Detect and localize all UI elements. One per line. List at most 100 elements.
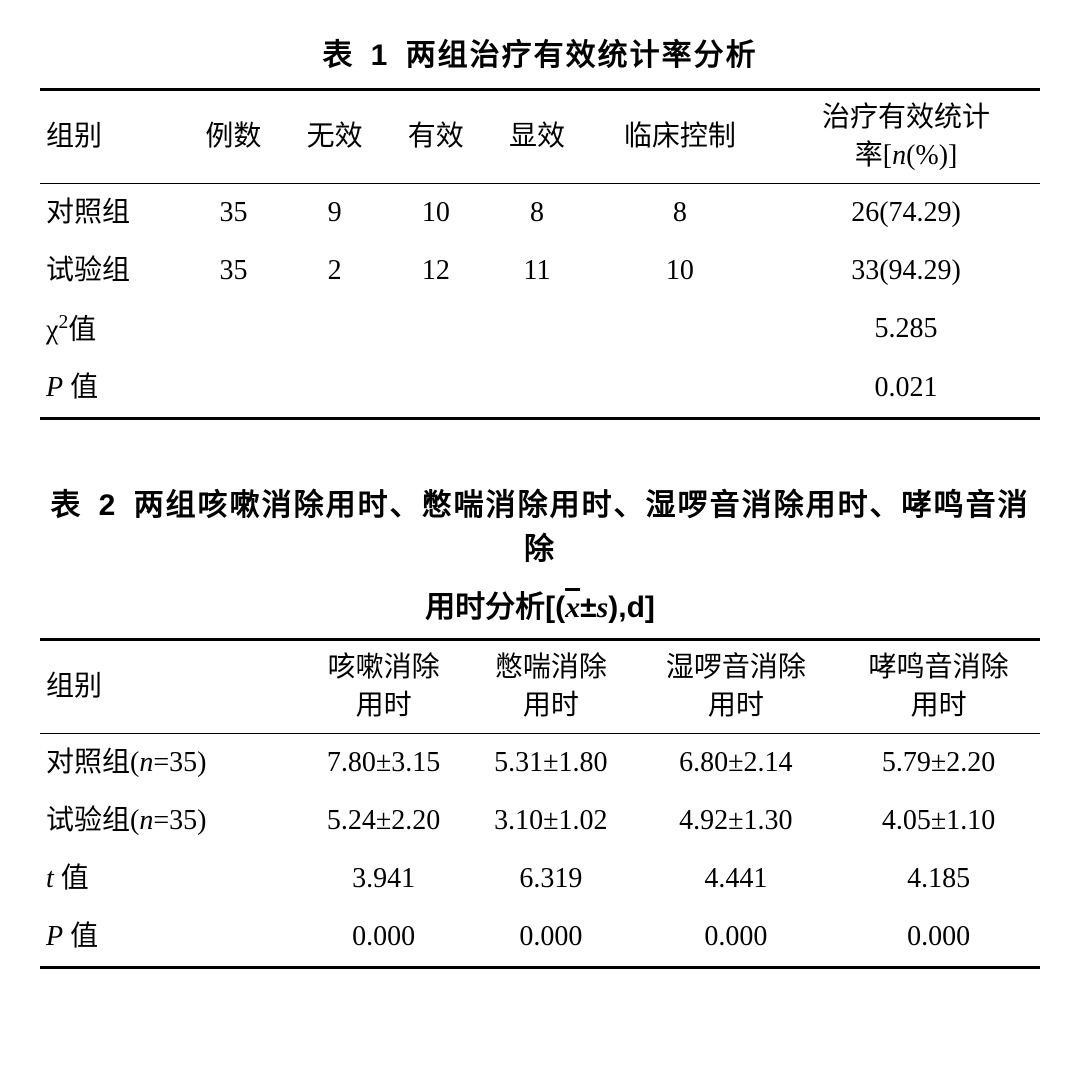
table2-r0-g-n: n bbox=[139, 747, 153, 778]
table1-chi-e3 bbox=[385, 300, 486, 359]
table1-r1-g: 试验组 bbox=[40, 242, 183, 300]
table2-col-rales: 湿啰音消除 用时 bbox=[634, 639, 837, 733]
table1-r0-c: 8 bbox=[486, 183, 587, 242]
table1-p-e2 bbox=[284, 359, 385, 419]
table1-col-rate-l1: 治疗有效统计 bbox=[822, 102, 990, 133]
table2-t-a: 3.941 bbox=[300, 850, 467, 908]
table2-r0-d: 5.79±2.20 bbox=[837, 733, 1040, 792]
table2-row-trial: 试验组(n=35) 5.24±2.20 3.10±1.02 4.92±1.30 … bbox=[40, 792, 1040, 850]
table2-title2-post: ),d] bbox=[608, 591, 655, 624]
table2-r1-g-n: n bbox=[139, 805, 153, 836]
table1-chi-e2 bbox=[284, 300, 385, 359]
table1-chi-sup: 2 bbox=[58, 312, 68, 333]
table1-title-prefix: 表 bbox=[322, 39, 354, 72]
table2-t-d: 4.185 bbox=[837, 850, 1040, 908]
table1-col-n: 例数 bbox=[183, 90, 284, 184]
table2-title2-s: s bbox=[597, 591, 609, 624]
table2-title-prefix: 表 bbox=[50, 489, 82, 522]
table2-t-c: 4.441 bbox=[634, 850, 837, 908]
table1-p-post: 值 bbox=[63, 372, 98, 403]
table2-p-b: 0.000 bbox=[467, 908, 634, 968]
table1-col-clinical: 临床控制 bbox=[588, 90, 773, 184]
table1-title: 表 1 两组治疗有效统计率分析 bbox=[40, 30, 1040, 74]
table1-row-trial: 试验组 35 2 12 11 10 33(94.29) bbox=[40, 242, 1040, 300]
table2-header-row: 组别 咳嗽消除 用时 憋喘消除 用时 湿啰音消除 用时 哮鸣音消除 bbox=[40, 639, 1040, 733]
table2-c3-l1: 湿啰音消除 bbox=[666, 652, 806, 683]
table1-r1-e: 33(94.29) bbox=[772, 242, 1040, 300]
table2-r0-c: 6.80±2.14 bbox=[634, 733, 837, 792]
table2-title-text1: 两组咳嗽消除用时、憋喘消除用时、湿啰音消除用时、哮鸣音消除 bbox=[134, 489, 1030, 566]
table1-row-chi: χ2值 5.285 bbox=[40, 300, 1040, 359]
table2-r1-g-pre: 试验组( bbox=[46, 805, 139, 836]
table1-col-effective: 有效 bbox=[385, 90, 486, 184]
table1-r0-d: 8 bbox=[588, 183, 773, 242]
table1-p-label: P 值 bbox=[40, 359, 183, 419]
table2-p-a: 0.000 bbox=[300, 908, 467, 968]
table2-title-num: 2 bbox=[99, 489, 118, 522]
table1-col-rate-l2-post: (%)] bbox=[906, 140, 957, 171]
table1-row-control: 对照组 35 9 10 8 8 26(74.29) bbox=[40, 183, 1040, 242]
table1-chi-e1 bbox=[183, 300, 284, 359]
table2-title2-pre: 用时分析[( bbox=[425, 591, 565, 624]
table2-title2-mid: ± bbox=[580, 591, 596, 624]
table2-p-d: 0.000 bbox=[837, 908, 1040, 968]
table2-t-label: t 值 bbox=[40, 850, 300, 908]
table2-r1-a: 5.24±2.20 bbox=[300, 792, 467, 850]
table2-block: 表 2 两组咳嗽消除用时、憋喘消除用时、湿啰音消除用时、哮鸣音消除 用时分析[(… bbox=[40, 480, 1040, 969]
table1-r0-e: 26(74.29) bbox=[772, 183, 1040, 242]
table1-chi-label: χ2值 bbox=[40, 300, 183, 359]
table1-chi-val: 5.285 bbox=[772, 300, 1040, 359]
table1-title-num: 1 bbox=[371, 39, 390, 72]
table1-chi-pre: χ bbox=[46, 314, 58, 345]
table2-row-t: t 值 3.941 6.319 4.441 4.185 bbox=[40, 850, 1040, 908]
table1-r0-b: 10 bbox=[385, 183, 486, 242]
table1-r0-n: 35 bbox=[183, 183, 284, 242]
page: 表 1 两组治疗有效统计率分析 组别 例数 无效 有效 显效 临床控制 治疗有效… bbox=[0, 0, 1080, 1069]
table2-col-group: 组别 bbox=[40, 639, 300, 733]
table2-c2-l1: 憋喘消除 bbox=[495, 652, 607, 683]
table2-r1-b: 3.10±1.02 bbox=[467, 792, 634, 850]
table2-c1-l1: 咳嗽消除 bbox=[328, 652, 440, 683]
table2-c4-l2: 用时 bbox=[911, 690, 967, 721]
table2-r0-g-post: =35) bbox=[153, 747, 206, 778]
table1-r1-a: 2 bbox=[284, 242, 385, 300]
table2-col-stridor: 哮鸣音消除 用时 bbox=[837, 639, 1040, 733]
table1: 组别 例数 无效 有效 显效 临床控制 治疗有效统计 率[n(%)] 对照组 3… bbox=[40, 88, 1040, 420]
table1-header-row: 组别 例数 无效 有效 显效 临床控制 治疗有效统计 率[n(%)] bbox=[40, 90, 1040, 184]
table1-p-e4 bbox=[486, 359, 587, 419]
table2-c2-l2: 用时 bbox=[523, 690, 579, 721]
table1-p-val: 0.021 bbox=[772, 359, 1040, 419]
table2-r1-g: 试验组(n=35) bbox=[40, 792, 300, 850]
table1-col-rate: 治疗有效统计 率[n(%)] bbox=[772, 90, 1040, 184]
table2-row-p: P 值 0.000 0.000 0.000 0.000 bbox=[40, 908, 1040, 968]
table2-title2-xbar: x bbox=[565, 591, 580, 624]
table1-chi-e5 bbox=[588, 300, 773, 359]
table2-r0-g-pre: 对照组( bbox=[46, 747, 139, 778]
table2-col-wheeze: 憋喘消除 用时 bbox=[467, 639, 634, 733]
table2-c4-l1: 哮鸣音消除 bbox=[869, 652, 1009, 683]
table2-r1-c: 4.92±1.30 bbox=[634, 792, 837, 850]
table2-r0-g: 对照组(n=35) bbox=[40, 733, 300, 792]
table2-r1-g-post: =35) bbox=[153, 805, 206, 836]
table1-r0-a: 9 bbox=[284, 183, 385, 242]
table2-c1-l2: 用时 bbox=[356, 690, 412, 721]
table1-title-text: 两组治疗有效统计率分析 bbox=[406, 39, 758, 72]
table1-row-p: P 值 0.021 bbox=[40, 359, 1040, 419]
table2-p-c: 0.000 bbox=[634, 908, 837, 968]
table2-p-pre: P bbox=[46, 921, 63, 952]
table2-t-pre: t bbox=[46, 863, 54, 894]
table2-p-post: 值 bbox=[63, 921, 98, 952]
table2-t-post: 值 bbox=[54, 863, 89, 894]
table2-c3-l2: 用时 bbox=[708, 690, 764, 721]
table1-col-invalid: 无效 bbox=[284, 90, 385, 184]
table1-col-group: 组别 bbox=[40, 90, 183, 184]
table2-col-cough: 咳嗽消除 用时 bbox=[300, 639, 467, 733]
table1-col-rate-l2-n: n bbox=[892, 140, 906, 171]
table2-title-line1: 表 2 两组咳嗽消除用时、憋喘消除用时、湿啰音消除用时、哮鸣音消除 bbox=[40, 480, 1040, 568]
table1-r1-n: 35 bbox=[183, 242, 284, 300]
table2-r0-a: 7.80±3.15 bbox=[300, 733, 467, 792]
table2-row-control: 对照组(n=35) 7.80±3.15 5.31±1.80 6.80±2.14 … bbox=[40, 733, 1040, 792]
table2: 组别 咳嗽消除 用时 憋喘消除 用时 湿啰音消除 用时 哮鸣音消除 bbox=[40, 638, 1040, 969]
table1-r1-b: 12 bbox=[385, 242, 486, 300]
table1-r0-g: 对照组 bbox=[40, 183, 183, 242]
